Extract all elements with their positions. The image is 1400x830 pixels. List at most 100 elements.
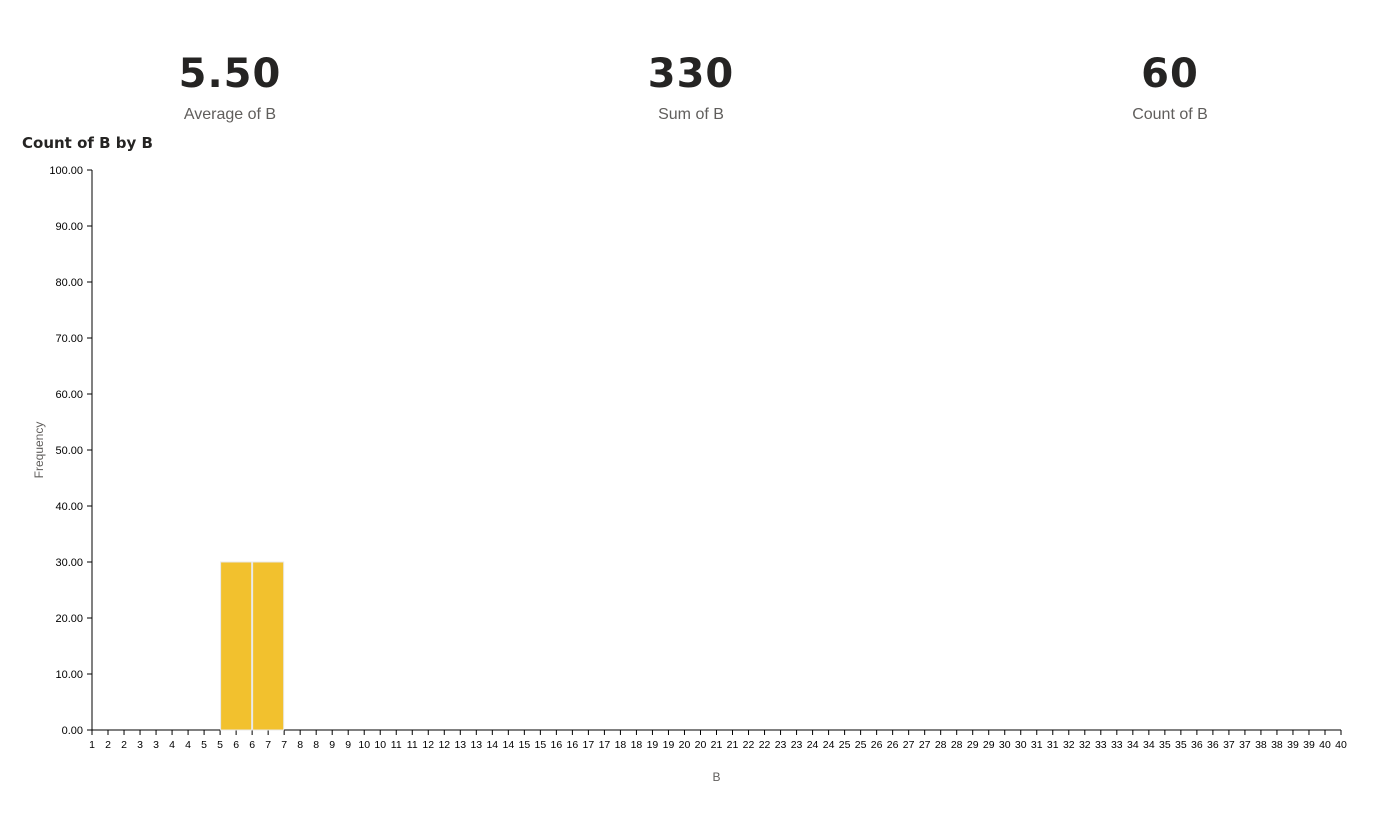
y-axis-title: Frequency: [32, 422, 46, 479]
x-tick-label: 18: [615, 739, 627, 751]
x-tick-label: 24: [807, 739, 819, 751]
x-tick-label: 28: [935, 739, 947, 751]
x-tick-label: 18: [631, 739, 643, 751]
sum-label: Sum of B: [658, 106, 724, 123]
x-tick-label: 22: [759, 739, 771, 751]
y-tick-label: 10.00: [55, 669, 83, 681]
x-tick-label: 7: [265, 739, 271, 751]
x-tick-label: 23: [791, 739, 803, 751]
x-tick-label: 26: [871, 739, 883, 751]
histogram-bar: [252, 561, 285, 731]
x-tick-label: 36: [1207, 739, 1219, 751]
x-tick-label: 2: [121, 739, 127, 751]
x-tick-label: 4: [169, 739, 175, 751]
x-tick-label: 33: [1095, 739, 1107, 751]
x-tick-label: 16: [567, 739, 579, 751]
x-tick-label: 23: [775, 739, 787, 751]
histogram-bar: [220, 561, 253, 731]
x-tick-label: 26: [887, 739, 899, 751]
average-value: 5.50: [178, 51, 282, 97]
x-tick-label: 30: [999, 739, 1011, 751]
x-tick-label: 6: [249, 739, 255, 751]
x-tick-label: 15: [519, 739, 531, 751]
x-tick-label: 12: [422, 739, 434, 751]
x-tick-label: 16: [551, 739, 563, 751]
y-tick-label: 0.00: [62, 725, 83, 737]
x-tick-label: 3: [137, 739, 143, 751]
x-tick-label: 40: [1335, 739, 1347, 751]
y-tick-label: 70.00: [55, 333, 83, 345]
x-tick-label: 8: [297, 739, 303, 751]
x-tick-label: 12: [438, 739, 450, 751]
x-tick-label: 24: [823, 739, 835, 751]
x-tick-label: 35: [1175, 739, 1187, 751]
y-tick-label: 80.00: [55, 277, 83, 289]
x-tick-label: 29: [983, 739, 995, 751]
x-tick-label: 28: [951, 739, 963, 751]
x-tick-label: 2: [105, 739, 111, 751]
x-tick-label: 38: [1255, 739, 1267, 751]
x-tick-label: 19: [647, 739, 659, 751]
x-tick-label: 5: [217, 739, 223, 751]
x-tick-label: 15: [535, 739, 547, 751]
x-tick-label: 13: [454, 739, 466, 751]
x-tick-label: 21: [711, 739, 723, 751]
x-tick-label: 11: [391, 739, 402, 751]
sum-value: 330: [647, 51, 735, 97]
x-tick-label: 34: [1143, 739, 1155, 751]
x-tick-label: 27: [919, 739, 931, 751]
x-tick-label: 19: [663, 739, 675, 751]
x-tick-label: 31: [1047, 739, 1059, 751]
x-tick-label: 17: [583, 739, 595, 751]
x-tick-label: 10: [358, 739, 370, 751]
x-tick-label: 4: [185, 739, 191, 751]
x-tick-label: 25: [839, 739, 851, 751]
y-tick-label: 100.00: [49, 165, 83, 177]
count-card: 60 Count of B: [1020, 46, 1320, 126]
x-tick-label: 31: [1031, 739, 1043, 751]
x-tick-label: 21: [727, 739, 739, 751]
x-tick-label: 40: [1319, 739, 1331, 751]
x-tick-label: 36: [1191, 739, 1203, 751]
x-tick-label: 9: [329, 739, 335, 751]
x-tick-label: 32: [1079, 739, 1091, 751]
x-tick-label: 33: [1111, 739, 1123, 751]
x-tick-label: 37: [1223, 739, 1235, 751]
x-tick-label: 37: [1239, 739, 1251, 751]
x-tick-label: 8: [313, 739, 319, 751]
x-tick-label: 38: [1271, 739, 1283, 751]
x-tick-label: 6: [233, 739, 239, 751]
x-tick-label: 32: [1063, 739, 1075, 751]
x-tick-label: 14: [486, 739, 498, 751]
x-tick-label: 30: [1015, 739, 1027, 751]
x-tick-label: 3: [153, 739, 159, 751]
x-tick-label: 34: [1127, 739, 1139, 751]
x-tick-label: 11: [407, 739, 418, 751]
x-tick-label: 22: [743, 739, 755, 751]
average-card: 5.50 Average of B: [80, 46, 380, 126]
x-tick-label: 35: [1159, 739, 1171, 751]
x-tick-label: 27: [903, 739, 915, 751]
x-tick-label: 10: [374, 739, 386, 751]
x-tick-label: 25: [855, 739, 867, 751]
x-axis-title: B: [712, 770, 720, 784]
x-tick-label: 9: [345, 739, 351, 751]
x-tick-label: 5: [201, 739, 207, 751]
y-tick-label: 50.00: [55, 445, 83, 457]
y-tick-label: 20.00: [55, 613, 83, 625]
y-tick-label: 40.00: [55, 501, 83, 513]
count-label: Count of B: [1132, 106, 1208, 123]
x-tick-label: 1: [89, 739, 95, 751]
x-tick-label: 14: [502, 739, 514, 751]
chart-title: Count of B by B: [22, 134, 153, 152]
x-tick-label: 20: [695, 739, 707, 751]
x-tick-label: 29: [967, 739, 979, 751]
x-tick-label: 39: [1303, 739, 1315, 751]
x-tick-label: 7: [281, 739, 287, 751]
sum-card: 330 Sum of B: [541, 46, 841, 126]
y-tick-label: 60.00: [55, 389, 83, 401]
x-tick-label: 39: [1287, 739, 1299, 751]
average-label: Average of B: [183, 106, 277, 123]
y-tick-label: 90.00: [55, 221, 83, 233]
x-tick-label: 17: [599, 739, 611, 751]
